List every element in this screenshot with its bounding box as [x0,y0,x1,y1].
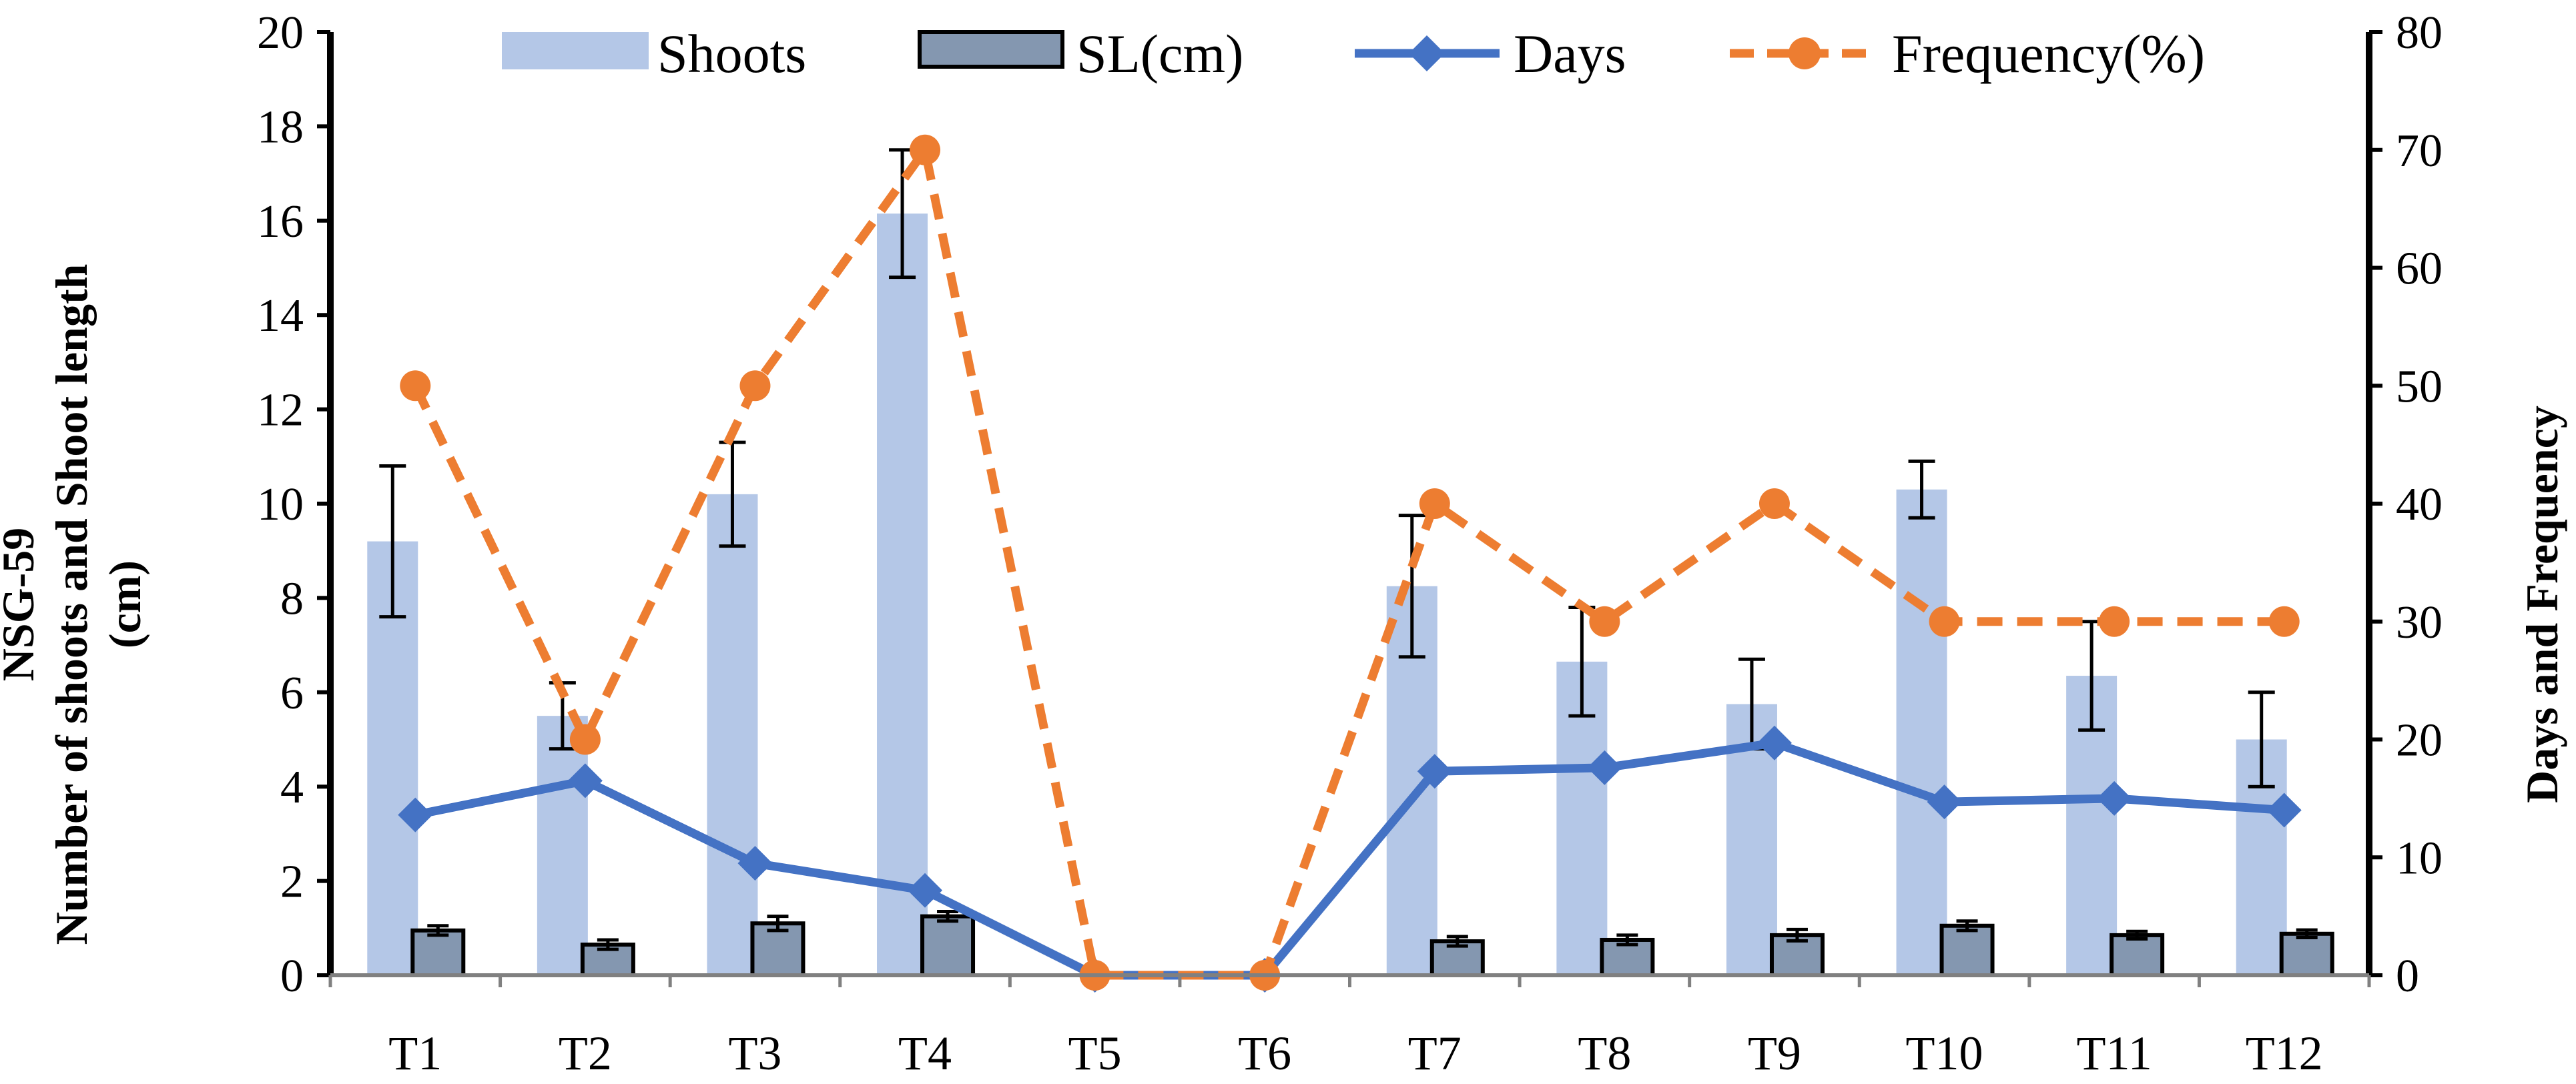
left-axis-tick-label: 18 [257,101,304,153]
shoots-bar [707,494,758,975]
frequency-point [400,370,431,402]
legend-swatch-shoots [502,32,649,69]
x-axis-tick-label: T7 [1408,1027,1462,1080]
right-axis-tick-label: 40 [2396,479,2443,530]
left-axis-tick-label: 10 [257,479,304,530]
right-axis-tick-label: 50 [2396,361,2443,412]
days-point [908,873,943,908]
right-axis-tick-label: 60 [2396,243,2443,295]
x-axis-tick-label: T9 [1748,1027,1801,1080]
left-axis-tick-label: 2 [280,857,304,908]
left-axis-tick-label: 4 [280,762,304,813]
left-axis-title-line1: NSG-59 [0,528,43,681]
left-axis-tick-label: 14 [257,290,304,342]
legend: Shoots SL(cm) Days Frequency(%) [502,23,2205,84]
lines-layer [398,134,2302,993]
frequency-line [411,145,2284,980]
bars-layer [367,148,2334,978]
days-point [1756,725,1792,760]
axis-titles: NSG-59 Number of shoots and Shoot length… [0,264,2567,945]
x-axis-tick-label: T10 [1906,1027,1983,1080]
left-axis-title-line3: (cm) [99,560,150,648]
right-axis-tick-label: 30 [2396,597,2443,648]
days-line [414,738,2285,980]
legend-swatch-days-marker [1409,35,1445,71]
shoots-bar [537,716,588,975]
sl-cm-bar [2279,931,2334,978]
right-axis-tick-label: 20 [2396,715,2443,766]
left-axis-tick-label: 8 [280,573,304,624]
left-axis-title-line2: Number of shoots and Shoot length [46,264,97,945]
sl-cm-bar [1939,923,1995,978]
frequency-point [2099,606,2130,637]
legend-swatch-sl [918,30,1064,69]
frequency-point [1929,606,1960,637]
frequency-point [1419,488,1450,519]
right-axis-tick-label: 10 [2396,833,2443,884]
right-axis-tick-label: 0 [2396,951,2419,1002]
x-axis-tick-label: T2 [559,1027,612,1080]
days-point [1927,784,1962,820]
x-axis-tick-label: T5 [1068,1027,1122,1080]
x-axis-tick-label: T8 [1578,1027,1631,1080]
right-axis-tick-label: 80 [2396,7,2443,59]
left-axis-tick-label: 20 [257,7,304,59]
x-axis-tick-label: T4 [898,1027,952,1080]
days-point [2266,792,2302,828]
days-point [567,763,603,798]
x-axis-tick-label: T11 [2076,1027,2152,1080]
frequency-point [569,724,601,755]
legend-label-sl: SL(cm) [1076,23,1243,84]
frequency-point [1589,606,1620,637]
days-point [1417,754,1452,789]
frequency-point [739,370,771,402]
frequency-point [2268,606,2300,637]
days-point [1587,750,1622,785]
left-axis-tick-label: 6 [280,668,304,719]
frequency-point [1758,488,1790,519]
shoots-bar [877,213,928,975]
left-axis-tick-label: 0 [280,951,304,1002]
left-axis-tick-label: 16 [257,196,304,247]
right-axis-title: Days and Frequency [2517,406,2567,803]
x-axis-tick-label: T3 [728,1027,781,1080]
x-axis-tick-label: T6 [1238,1027,1291,1080]
legend-swatch-frequency-marker [1789,37,1821,69]
right-axis-tick-label: 70 [2396,125,2443,177]
axes-layer: 0 2 4 6 8 10 12 14 16 18 20 0 10 20 30 40 50 60 70 80 T1 T2 T3… [257,7,2443,1080]
days-point [737,846,773,881]
x-axis-tick-label: T12 [2246,1027,2323,1080]
legend-label-frequency: Frequency(%) [1892,23,2205,84]
legend-label-days: Days [1514,23,1626,84]
sl-cm-bar [410,928,466,977]
shoots-bar [1896,489,1947,975]
days-point [398,797,433,833]
left-axis-tick-label: 12 [257,385,304,436]
days-point [2097,780,2132,816]
x-axis-tick-label: T1 [388,1027,442,1080]
sl-cm-bar [920,914,976,977]
sl-cm-bar [2110,933,2165,978]
frequency-point [910,134,941,165]
legend-label-shoots: Shoots [657,23,806,84]
